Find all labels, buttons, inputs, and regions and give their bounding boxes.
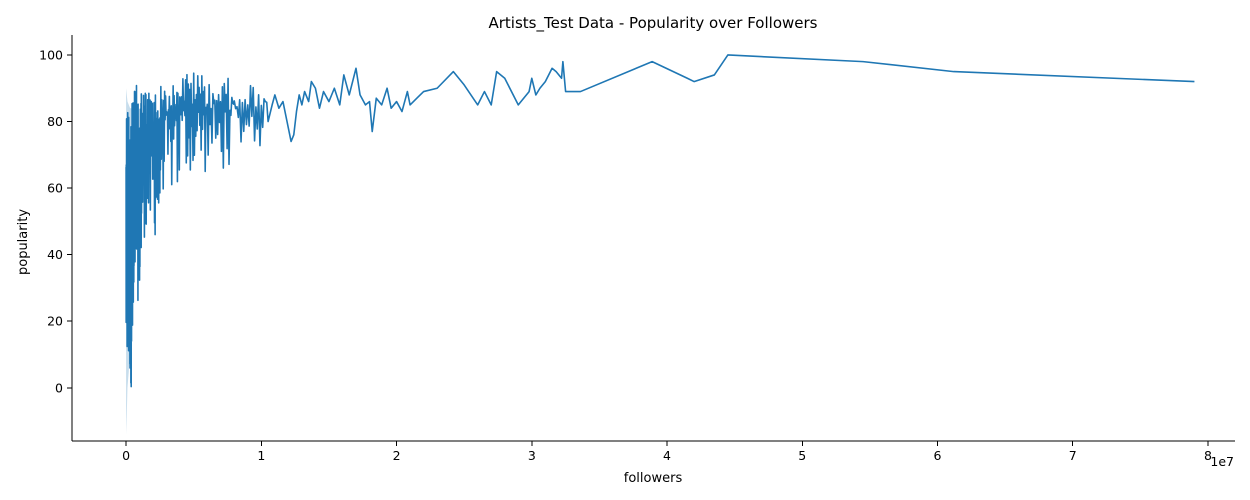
x-tick-label: 1 (257, 448, 265, 463)
chart-title: Artists_Test Data - Popularity over Foll… (489, 14, 818, 33)
x-tick-label: 6 (934, 448, 942, 463)
series-line-popularity (125, 54, 1195, 388)
y-tick-label: 0 (55, 380, 63, 395)
y-axis-ticks: 0 20 40 60 80 100 (39, 47, 72, 395)
y-tick-label: 60 (47, 181, 63, 196)
y-tick-label: 100 (39, 47, 63, 62)
y-tick-label: 20 (47, 314, 63, 329)
y-tick-label: 40 (47, 247, 63, 262)
x-tick-label: 5 (798, 448, 806, 463)
x-axis-ticks: 0 1 2 3 4 5 6 7 8 (122, 441, 1212, 463)
x-tick-label: 8 (1204, 448, 1212, 463)
x-tick-label: 0 (122, 448, 130, 463)
axes (71, 35, 1235, 442)
x-tick-label: 3 (528, 448, 536, 463)
x-axis-offset-label: 1e7 (1210, 454, 1234, 469)
x-tick-label: 7 (1069, 448, 1077, 463)
x-tick-label: 4 (663, 448, 671, 463)
y-axis-label: popularity (16, 209, 31, 275)
x-tick-label: 2 (393, 448, 401, 463)
y-tick-label: 80 (47, 114, 63, 129)
x-axis-label: followers (624, 471, 683, 486)
series-line-layer (125, 54, 1195, 388)
